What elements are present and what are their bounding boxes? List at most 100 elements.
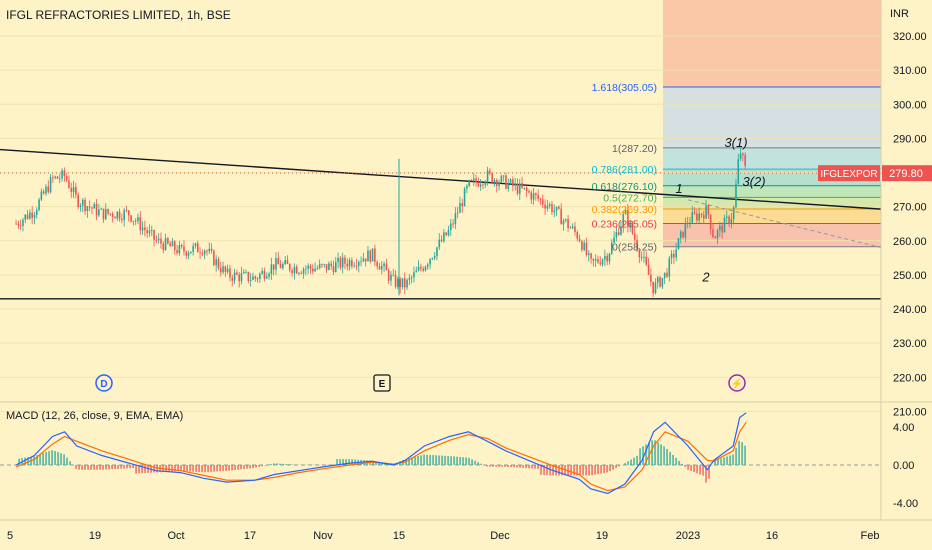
- candle-body: [318, 264, 321, 269]
- candle-body: [284, 260, 286, 265]
- macd-histogram-bar: [423, 454, 425, 465]
- candle-body: [576, 232, 579, 239]
- candle-body: [93, 203, 96, 209]
- candle-body: [286, 260, 289, 265]
- macd-histogram-bar: [81, 465, 83, 470]
- candle-body: [656, 277, 659, 283]
- fib-label-1.618: 1.618(305.05): [592, 82, 657, 94]
- last-price-text: 279.80: [889, 168, 923, 180]
- macd-histogram-bar: [666, 448, 668, 465]
- macd-tick-label: -4.00: [893, 498, 918, 510]
- time-tick-label: 19: [89, 530, 101, 542]
- candle-body: [500, 176, 503, 183]
- candle-body: [719, 225, 721, 231]
- macd-histogram-bar: [429, 454, 431, 465]
- price-axis[interactable]: 210.00 220.00 230.00 240.00 250.00 260.00 270.…: [818, 0, 932, 520]
- macd-histogram-bar: [699, 465, 701, 475]
- candle-body: [72, 187, 75, 193]
- macd-histogram-bar: [231, 465, 233, 471]
- candle-body: [574, 226, 576, 233]
- macd-histogram-bar: [63, 454, 65, 465]
- macd-histogram-bar: [144, 465, 146, 474]
- candle-body: [148, 230, 151, 234]
- macd-histogram-bar: [612, 465, 614, 470]
- fib-retracement-zone[interactable]: [663, 0, 881, 248]
- indicator-legend[interactable]: MACD (12, 26, close, 9, EMA, EMA): [6, 410, 184, 422]
- split-marker-circle: [728, 374, 746, 392]
- candle-body: [406, 279, 408, 288]
- candle-body: [157, 238, 160, 241]
- macd-histogram-bar: [453, 456, 455, 465]
- macd-histogram-bar: [579, 465, 581, 476]
- candle-body: [470, 180, 473, 181]
- candle-body: [367, 250, 369, 262]
- event-marker-earnings[interactable]: E: [373, 374, 391, 392]
- candle-body: [392, 274, 395, 276]
- macd-tick-label: 4.00: [893, 422, 914, 434]
- candle-body: [631, 222, 634, 234]
- candle-body: [613, 237, 615, 243]
- candle-body: [581, 241, 583, 250]
- candle-body: [364, 258, 367, 262]
- macd-histogram-bar: [456, 456, 458, 465]
- macd-histogram-bar: [714, 460, 716, 465]
- time-tick-label: 15: [393, 530, 405, 542]
- candle-body: [261, 270, 263, 274]
- grid: [0, 35, 881, 412]
- candle-body: [139, 217, 142, 231]
- trendlines[interactable]: [0, 148, 894, 300]
- macd-histogram-bar: [585, 465, 587, 476]
- candle-body: [390, 274, 392, 281]
- time-axis[interactable]: 5 19 Oct 17 Nov 15 Dec 19 2023 16 Feb: [0, 519, 932, 542]
- macd-histogram-bar: [687, 465, 689, 470]
- wave-labels: 1 2 3(1) 3(2): [675, 135, 765, 285]
- macd-histogram-bar: [48, 451, 50, 465]
- candle-body: [65, 176, 68, 181]
- candle-body: [70, 188, 73, 193]
- candle-body: [238, 274, 240, 282]
- candle-body: [661, 277, 664, 287]
- candle-body: [371, 248, 374, 262]
- candle-body: [277, 258, 280, 265]
- candle-body: [643, 256, 645, 258]
- candle-body: [229, 268, 231, 278]
- macd-histogram-bar: [153, 465, 155, 473]
- event-marker-dividend[interactable]: D: [95, 374, 113, 392]
- macd-histogram-bar: [489, 465, 491, 467]
- macd-histogram-bar: [474, 460, 476, 465]
- candle-body: [689, 222, 691, 224]
- macd-histogram-bar: [219, 465, 221, 472]
- macd-histogram-bar: [570, 465, 572, 476]
- price-tick-label: 260.00: [893, 236, 927, 248]
- macd-histogram-bar: [720, 458, 722, 465]
- candle-body: [640, 256, 643, 258]
- time-tick-label: Nov: [313, 530, 333, 542]
- macd-histogram-bar: [84, 465, 86, 470]
- candle-body: [546, 205, 549, 209]
- candle-body: [95, 203, 98, 216]
- macd-histogram-bar: [165, 465, 167, 472]
- candle-body: [673, 253, 675, 258]
- macd-histogram-bar: [618, 465, 620, 467]
- candle-body: [599, 262, 602, 265]
- macd-histogram-bar: [123, 465, 125, 469]
- trendline-0[interactable]: [0, 148, 894, 210]
- macd-histogram-bar: [741, 442, 743, 465]
- candle-body: [567, 219, 569, 228]
- candle-body: [328, 263, 330, 271]
- candlestick-series: [15, 148, 746, 298]
- candle-body: [123, 210, 125, 221]
- candle-body: [330, 263, 332, 267]
- macd-histogram-bar: [681, 463, 683, 465]
- currency-label: INR: [890, 8, 909, 20]
- time-tick-label: 5: [7, 530, 13, 542]
- fib-band-5: [663, 223, 881, 247]
- candle-body: [144, 227, 146, 231]
- candle-body: [440, 239, 443, 242]
- candle-body: [153, 230, 155, 240]
- candle-body: [456, 212, 459, 214]
- event-marker-split[interactable]: ⚡: [728, 374, 746, 392]
- candle-body: [26, 214, 29, 219]
- candle-body: [744, 155, 746, 166]
